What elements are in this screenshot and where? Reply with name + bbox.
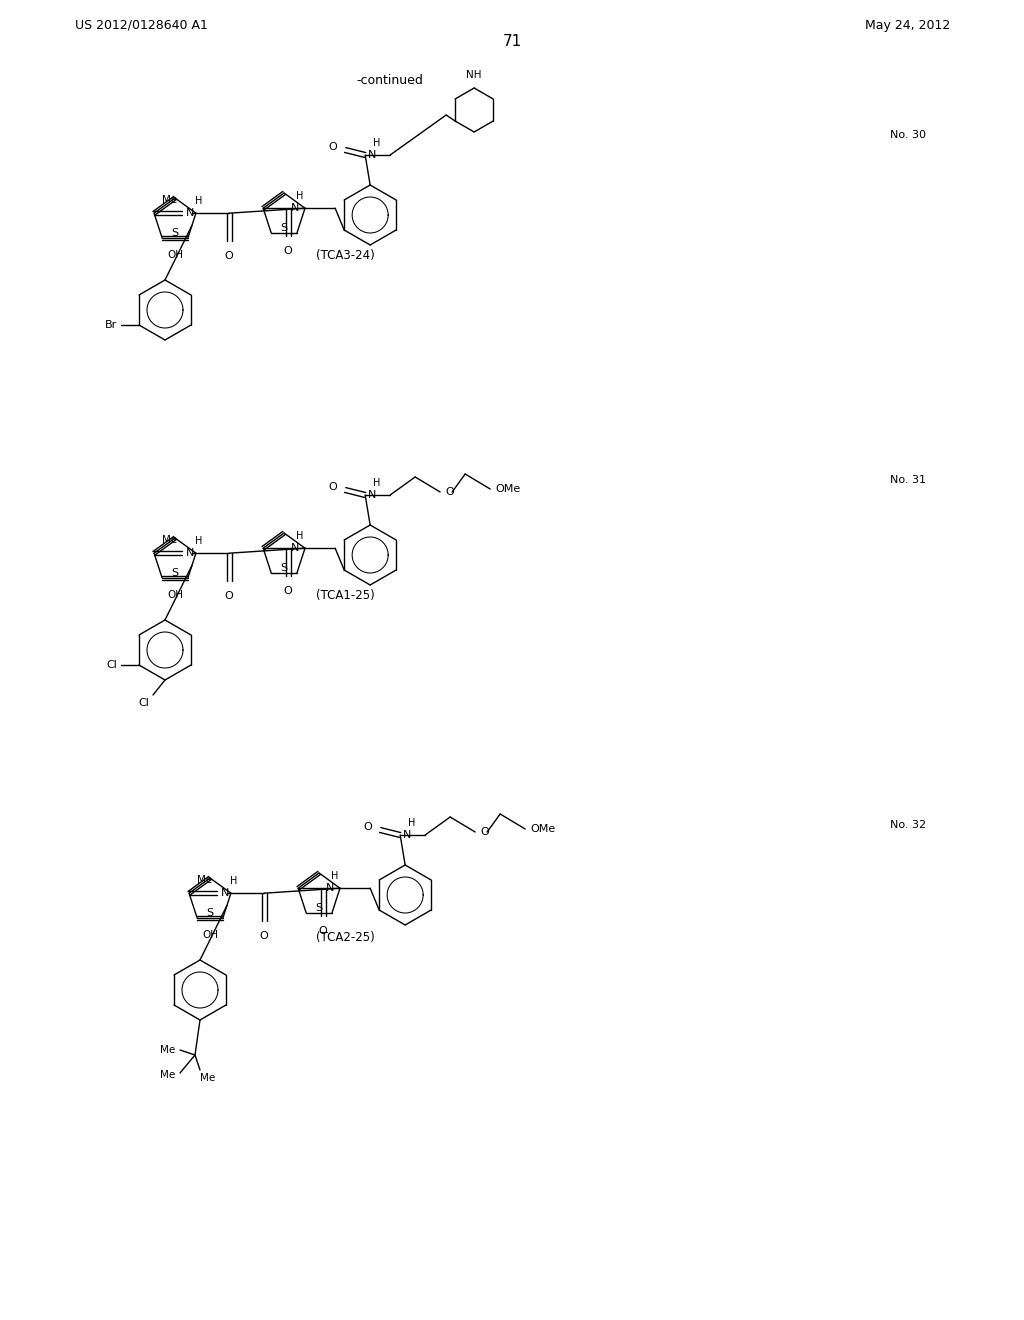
Text: (TCA3-24): (TCA3-24) — [315, 248, 375, 261]
Text: No. 31: No. 31 — [890, 475, 926, 484]
Text: OH: OH — [167, 249, 183, 260]
Text: H: H — [196, 536, 203, 546]
Text: N: N — [221, 888, 229, 898]
Text: Me: Me — [197, 875, 212, 886]
Text: H: H — [331, 871, 339, 882]
Text: O: O — [224, 251, 233, 261]
Text: S: S — [207, 908, 214, 919]
Text: H: H — [373, 478, 381, 488]
Text: H: H — [230, 876, 238, 886]
Text: Me: Me — [200, 1073, 215, 1082]
Text: H: H — [196, 197, 203, 206]
Text: O: O — [480, 828, 488, 837]
Text: NH: NH — [466, 70, 482, 81]
Text: OMe: OMe — [496, 484, 520, 494]
Text: H: H — [409, 818, 416, 828]
Text: S: S — [315, 903, 323, 913]
Text: O: O — [329, 482, 337, 492]
Text: OMe: OMe — [530, 824, 555, 834]
Text: US 2012/0128640 A1: US 2012/0128640 A1 — [75, 18, 208, 32]
Text: -continued: -continued — [356, 74, 424, 87]
Text: OH: OH — [167, 590, 183, 599]
Text: N: N — [186, 209, 195, 218]
Text: N: N — [369, 150, 377, 160]
Text: S: S — [171, 228, 178, 238]
Text: Br: Br — [104, 319, 117, 330]
Text: (TCA1-25): (TCA1-25) — [315, 589, 375, 602]
Text: N: N — [369, 490, 377, 500]
Text: H: H — [296, 531, 303, 541]
Text: Cl: Cl — [106, 660, 117, 671]
Text: O: O — [284, 247, 293, 256]
Text: O: O — [224, 591, 233, 601]
Text: N: N — [403, 830, 412, 840]
Text: O: O — [364, 822, 372, 832]
Text: H: H — [296, 191, 303, 201]
Text: O: O — [445, 487, 454, 498]
Text: No. 30: No. 30 — [890, 129, 926, 140]
Text: No. 32: No. 32 — [890, 820, 926, 830]
Text: Me: Me — [162, 535, 177, 545]
Text: S: S — [171, 568, 178, 578]
Text: Cl: Cl — [138, 698, 150, 708]
Text: O: O — [318, 927, 328, 936]
Text: H: H — [373, 139, 381, 148]
Text: S: S — [281, 564, 288, 573]
Text: S: S — [281, 223, 288, 234]
Text: Me: Me — [160, 1045, 175, 1055]
Text: O: O — [329, 143, 337, 152]
Text: May 24, 2012: May 24, 2012 — [864, 18, 950, 32]
Text: Me: Me — [162, 195, 177, 205]
Text: OH: OH — [202, 929, 218, 940]
Text: N: N — [327, 883, 335, 894]
Text: N: N — [186, 548, 195, 558]
Text: 71: 71 — [503, 34, 521, 49]
Text: O: O — [260, 931, 268, 941]
Text: Me: Me — [160, 1071, 175, 1080]
Text: (TCA2-25): (TCA2-25) — [315, 932, 375, 945]
Text: N: N — [291, 544, 300, 553]
Text: O: O — [284, 586, 293, 597]
Text: N: N — [291, 203, 300, 214]
